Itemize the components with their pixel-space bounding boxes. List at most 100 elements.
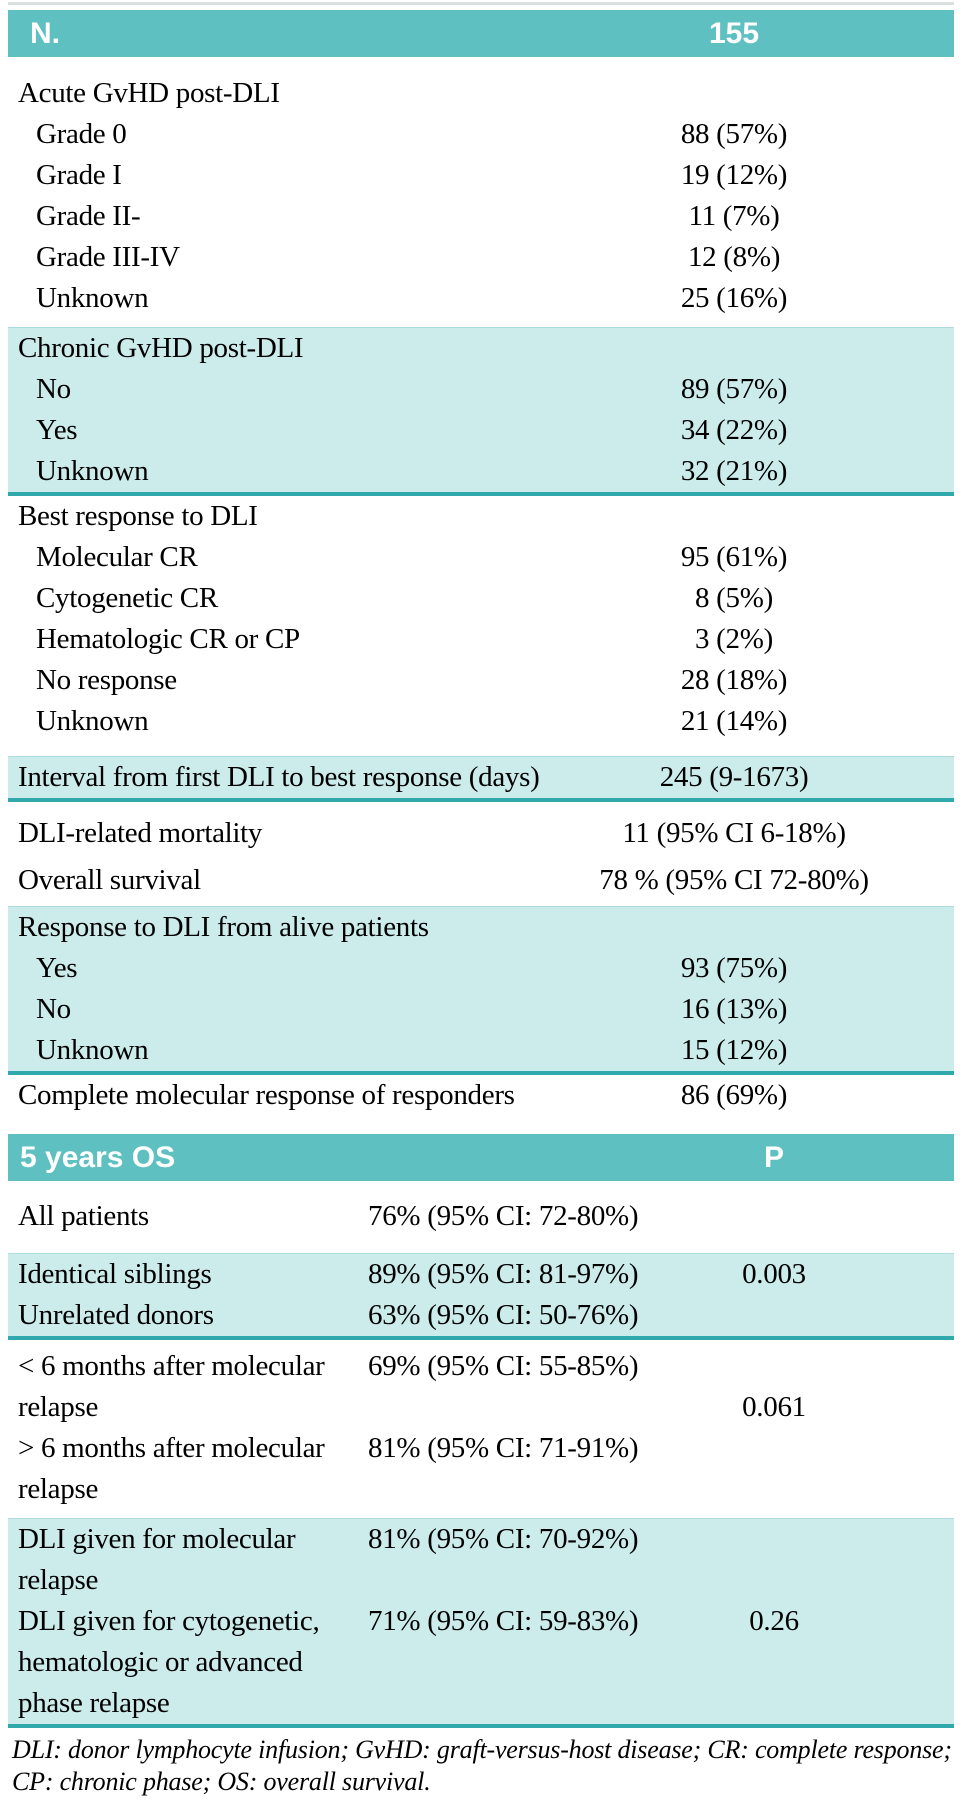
table2-body: All patients 76% (95% CI: 72-80%) Identica… xyxy=(8,1196,954,1728)
row-value: 86 (69%) xyxy=(680,1079,788,1111)
table-row: Identical siblings 89% (95% CI: 81-97%) 0.… xyxy=(8,1254,954,1295)
row-label: Unrelated donors xyxy=(18,1299,214,1331)
row-value: 32 (21%) xyxy=(680,455,788,487)
row-value: 16 (13%) xyxy=(680,993,788,1025)
table-section: All patients 76% (95% CI: 72-80%) xyxy=(8,1196,954,1237)
row-label: Grade I xyxy=(36,159,122,191)
table-row: Grade III-IV 12 (8%) xyxy=(8,237,954,278)
row-value: 12 (8%) xyxy=(687,241,781,273)
table-row: No response 28 (18%) xyxy=(8,660,954,701)
row-value: 34 (22%) xyxy=(680,414,788,446)
row-label: DLI-related mortality xyxy=(18,817,263,849)
row-value: 28 (18%) xyxy=(680,664,788,696)
table1-header-row: N. 155 xyxy=(8,10,954,57)
top-border-line xyxy=(8,2,954,5)
footnote: DLI: donor lymphocyte infusion; GvHD: gr… xyxy=(8,1734,954,1798)
table-section: Best response to DLI Molecular CR 95 (61%)… xyxy=(8,496,954,742)
row-value: 69% (95% CI: 55-85%) xyxy=(368,1350,639,1382)
row-label: Molecular CR xyxy=(36,541,198,573)
table-row: DLI given for cytogenetic, hematologic o… xyxy=(8,1601,954,1724)
table-row: Best response to DLI xyxy=(8,496,954,537)
row-label: Response to DLI from alive patients xyxy=(18,911,429,943)
row-value xyxy=(544,907,924,948)
table-row: DLI given for molecular relapse 81% (95% … xyxy=(8,1519,954,1601)
table-row: Grade II- 11 (7%) xyxy=(8,196,954,237)
row-value: 81% (95% CI: 70-92%) xyxy=(368,1523,639,1555)
table2-header-row: 5 years OS P xyxy=(8,1134,954,1181)
table-row: Molecular CR 95 (61%) xyxy=(8,537,954,578)
row-pvalue: 0.26 xyxy=(749,1605,799,1637)
table-row: Chronic GvHD post-DLI xyxy=(8,328,954,369)
row-value: 25 (16%) xyxy=(680,282,788,314)
table1-body: Acute GvHD post-DLI Grade 0 88 (57%) Grade … xyxy=(8,73,954,1116)
row-label: Unknown xyxy=(36,1034,149,1066)
table-row: Unknown 25 (16%) xyxy=(8,278,954,319)
table-row: All patients 76% (95% CI: 72-80%) xyxy=(8,1196,954,1237)
table-row: Hematologic CR or CP 3 (2%) xyxy=(8,619,954,660)
row-label: Unknown xyxy=(36,705,149,737)
row-value xyxy=(544,73,924,114)
row-label: Interval from first DLI to best response… xyxy=(18,761,540,793)
row-value: 78 % (95% CI 72-80%) xyxy=(599,864,869,896)
row-label: All patients xyxy=(18,1200,149,1232)
row-value: 3 (2%) xyxy=(695,623,773,655)
row-value: 11 (7%) xyxy=(688,200,780,232)
row-label: Overall survival xyxy=(18,864,201,896)
row-label: Yes xyxy=(36,952,78,984)
table1-header-label: N. xyxy=(30,17,60,50)
row-value: 15 (12%) xyxy=(680,1034,788,1066)
row-value: 21 (14%) xyxy=(680,705,788,737)
row-value: 19 (12%) xyxy=(680,159,788,191)
row-label: Hematologic CR or CP xyxy=(36,623,300,655)
row-label: DLI given for cytogenetic, hematologic o… xyxy=(18,1605,320,1719)
table2-header-pvalue-label: P xyxy=(763,1141,784,1174)
row-label: < 6 months after molecular relapse xyxy=(18,1350,325,1423)
table-row: Unknown 32 (21%) xyxy=(8,451,954,492)
table-row: Unknown 21 (14%) xyxy=(8,701,954,742)
table-row: Yes 34 (22%) xyxy=(8,410,954,451)
row-label: Grade II- xyxy=(36,200,141,232)
row-value: 71% (95% CI: 59-83%) xyxy=(368,1605,639,1637)
row-label: Acute GvHD post-DLI xyxy=(18,77,280,109)
row-label: Unknown xyxy=(36,282,149,314)
table-section: Chronic GvHD post-DLI No 89 (57%) Yes 34 (22… xyxy=(8,327,954,496)
row-value: 89% (95% CI: 81-97%) xyxy=(368,1258,639,1290)
row-label: No response xyxy=(36,664,177,696)
table-row: Acute GvHD post-DLI xyxy=(8,73,954,114)
table-row: Cytogenetic CR 8 (5%) xyxy=(8,578,954,619)
table-row: Yes 93 (75%) xyxy=(8,948,954,989)
row-value xyxy=(544,496,924,537)
row-label: Cytogenetic CR xyxy=(36,582,218,614)
table-row: Response to DLI from alive patients xyxy=(8,907,954,948)
row-label: Yes xyxy=(36,414,78,446)
table2-header-label: 5 years OS xyxy=(20,1141,176,1174)
row-label: Chronic GvHD post-DLI xyxy=(18,332,304,364)
row-label: Unknown xyxy=(36,455,149,487)
table1-header-value: 155 xyxy=(708,17,760,50)
table-section: DLI given for molecular relapse 81% (95% … xyxy=(8,1518,954,1728)
row-label: Grade 0 xyxy=(36,118,127,150)
table-section: Complete molecular response of responder… xyxy=(8,1075,954,1116)
row-value: 245 (9-1673) xyxy=(659,761,809,793)
table-section: Identical siblings 89% (95% CI: 81-97%) 0.… xyxy=(8,1253,954,1340)
row-label: No xyxy=(36,373,71,405)
table-section: Interval from first DLI to best response… xyxy=(8,756,954,802)
table-row: DLI-related mortality 11 (95% CI 6-18%) xyxy=(8,810,954,857)
table-row: < 6 months after molecular relapse 69% (9… xyxy=(8,1346,954,1428)
row-value: 81% (95% CI: 71-91%) xyxy=(368,1432,639,1464)
footnote-line1: DLI: donor lymphocyte infusion; GvHD: gr… xyxy=(12,1735,952,1764)
table-row: Grade I 19 (12%) xyxy=(8,155,954,196)
row-label: Complete molecular response of responder… xyxy=(18,1079,515,1111)
footnote-line2: CP: chronic phase; OS: overall survival. xyxy=(12,1767,431,1796)
row-pvalue: 0.003 xyxy=(742,1258,806,1290)
row-value: 76% (95% CI: 72-80%) xyxy=(368,1200,639,1232)
row-label: Grade III-IV xyxy=(36,241,180,273)
table-row: Complete molecular response of responder… xyxy=(8,1075,954,1116)
row-label: Identical siblings xyxy=(18,1258,212,1290)
table-row: Unknown 15 (12%) xyxy=(8,1030,954,1071)
row-value: 93 (75%) xyxy=(680,952,788,984)
row-value: 8 (5%) xyxy=(695,582,773,614)
table-section: DLI-related mortality 11 (95% CI 6-18%) Ov… xyxy=(8,810,954,904)
row-value: 11 (95% CI 6-18%) xyxy=(622,817,846,849)
table-section: Response to DLI from alive patients Yes 93… xyxy=(8,906,954,1075)
